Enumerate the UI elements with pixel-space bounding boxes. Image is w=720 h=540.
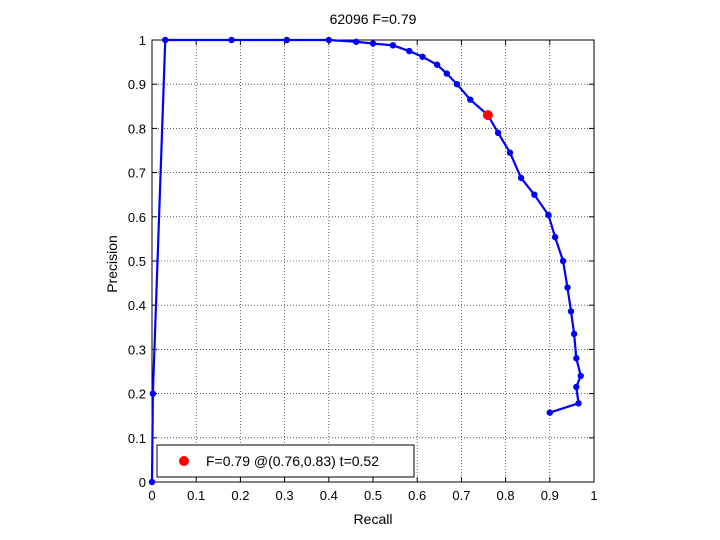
x-tick-label: 0.6	[408, 488, 426, 503]
pr-curve-point	[567, 308, 575, 315]
pr-curve-point	[433, 61, 441, 68]
y-tick-label: 0.4	[128, 298, 146, 313]
legend: F=0.79 @(0.76,0.83) t=0.52	[156, 444, 415, 478]
x-tick-label: 0.8	[497, 488, 515, 503]
x-tick-label: 0.3	[276, 488, 294, 503]
pr-curve-point	[419, 53, 426, 60]
pr-curve-point	[551, 233, 559, 241]
pr-curve-point	[545, 211, 552, 219]
x-tick-label: 0.5	[364, 488, 382, 503]
legend-marker	[179, 456, 189, 466]
x-tick-label: 0.2	[231, 488, 249, 503]
pr-curve-point	[577, 372, 584, 380]
pr-curve-point	[283, 36, 291, 44]
pr-curve-point	[162, 36, 169, 44]
x-tick-label: 0.7	[452, 488, 470, 503]
y-tick-label: 0	[139, 475, 146, 490]
x-tick-label: 0.1	[187, 488, 205, 503]
legend-label: F=0.79 @(0.76,0.83) t=0.52	[206, 453, 379, 469]
y-tick-label: 0.9	[128, 77, 146, 92]
y-axis-label: Precision	[104, 235, 120, 293]
pr-curve-point	[353, 38, 360, 45]
pr-curve-point	[494, 129, 502, 137]
pr-curve-point	[467, 96, 474, 103]
x-tick-label: 0.9	[541, 488, 559, 503]
grid-lines	[152, 40, 594, 482]
pr-curve-point	[546, 409, 553, 416]
pr-curve-point	[228, 36, 235, 44]
pr-curve-line	[150, 38, 582, 483]
pr-curve-point	[453, 81, 461, 88]
x-tick-label: 1	[590, 488, 597, 503]
best-f-point	[482, 110, 493, 121]
pr-curve-point	[517, 174, 525, 182]
y-tick-label: 0.7	[128, 166, 146, 181]
y-tick-label: 0.5	[128, 254, 146, 269]
pr-curve-point	[406, 47, 413, 55]
pr-curve-point	[559, 257, 567, 265]
y-tick-label: 0.1	[128, 431, 146, 446]
y-tick-label: 0.3	[128, 342, 146, 357]
x-tick-label: 0	[148, 488, 155, 503]
pr-curve-point	[389, 42, 397, 49]
pr-curve-point	[570, 330, 578, 338]
chart-title: 62096 F=0.79	[330, 11, 417, 27]
axis-ticks: 0 0.1 0.2 0.3 0.4 0.5 0.6 0.7 0.8 0.9 1 0 0.1 0.2 0.3 0…	[128, 33, 598, 503]
legend-box	[156, 444, 415, 478]
y-tick-label: 0.2	[128, 387, 146, 402]
y-tick-label: 0.8	[128, 121, 146, 136]
y-tick-label: 0.6	[128, 210, 146, 225]
pr-curve-point	[575, 400, 582, 407]
x-tick-label: 0.4	[320, 488, 338, 503]
y-tick-label: 1	[139, 33, 146, 48]
pr-curve-point	[573, 383, 580, 391]
pr-curve-point	[506, 149, 514, 156]
pr-curve-point	[564, 284, 571, 291]
pr-curve-point	[149, 390, 157, 397]
pr-curve-point	[369, 40, 377, 47]
pr-curve-point	[325, 36, 332, 44]
pr-curve-point	[443, 70, 451, 77]
series-layer	[148, 36, 584, 486]
pr-curve-point	[531, 191, 538, 198]
pr-curve-point	[573, 355, 580, 362]
x-axis-label: Recall	[354, 511, 393, 527]
pr-curve-point	[148, 478, 156, 486]
